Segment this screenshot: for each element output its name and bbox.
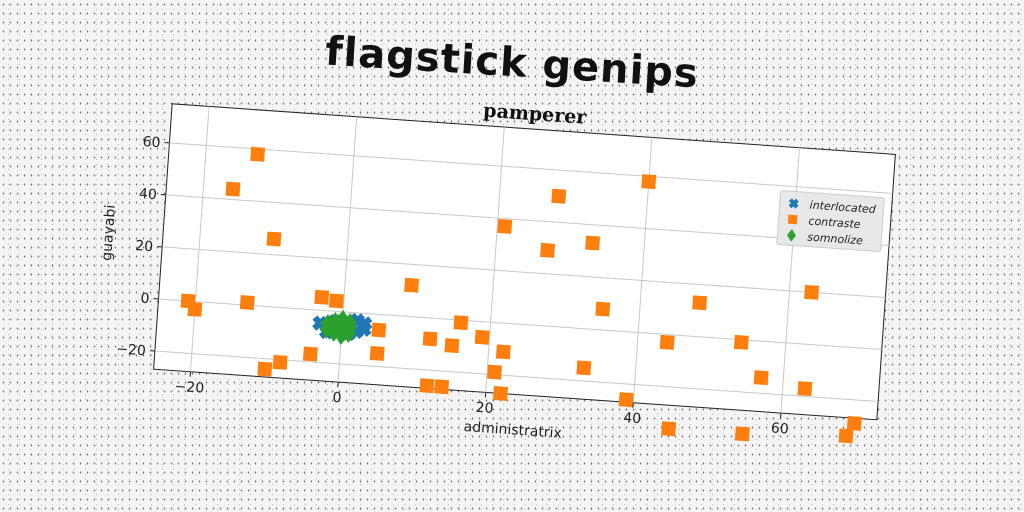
contraste-point xyxy=(733,334,749,350)
y-tick-label: −20 xyxy=(116,341,147,359)
contraste-point xyxy=(419,378,435,394)
contraste-point xyxy=(369,345,385,361)
contraste-point xyxy=(846,415,862,431)
contraste-point xyxy=(250,146,266,162)
contraste-point xyxy=(328,293,344,309)
y-grid-line xyxy=(165,194,890,246)
contraste-point xyxy=(576,360,592,376)
legend-entry-interlocated: interlocated xyxy=(809,199,877,217)
contraste-point xyxy=(487,364,503,380)
x-tick-label: 0 xyxy=(332,390,342,407)
contraste-point xyxy=(551,188,567,204)
x-tick-label: 20 xyxy=(475,400,494,417)
contraste-point xyxy=(838,428,854,444)
y-grid-line xyxy=(162,246,886,298)
y-tick-label: 20 xyxy=(135,238,154,255)
contraste-point xyxy=(661,421,677,437)
contraste-point xyxy=(453,315,469,331)
contraste-point xyxy=(239,295,255,311)
contraste-point xyxy=(540,242,556,258)
contraste-point xyxy=(272,354,288,370)
y-axis-label: guayabi xyxy=(99,204,119,261)
legend-marker-contraste xyxy=(787,214,798,225)
contraste-point xyxy=(266,231,282,247)
contraste-point xyxy=(618,392,634,408)
contraste-point xyxy=(302,346,318,362)
legend-entry-somnolize: somnolize xyxy=(807,230,864,247)
y-grid-line xyxy=(158,298,882,351)
contraste-point xyxy=(797,381,813,397)
contraste-point xyxy=(492,385,508,401)
x-tick-label: −20 xyxy=(174,379,205,397)
contraste-point xyxy=(225,181,241,197)
y-tick-label: 40 xyxy=(138,186,157,203)
contraste-point xyxy=(659,334,675,350)
y-tick-label: 60 xyxy=(142,134,161,151)
ticks-layer: −20 0 20 40 60 −20 0 20 40 60 xyxy=(116,134,789,438)
x-grid-line xyxy=(485,127,505,393)
contraste-point xyxy=(692,295,708,311)
contraste-point xyxy=(734,426,750,442)
interlocated-point xyxy=(356,315,373,332)
contraste-point xyxy=(257,361,273,377)
points-layer xyxy=(180,146,862,444)
grid xyxy=(154,106,893,414)
legend-marker-somnolize xyxy=(787,229,796,242)
contraste-point xyxy=(474,329,490,345)
y-grid-line xyxy=(169,142,893,194)
somnolize-point xyxy=(335,309,350,330)
legend-marker-interlocated xyxy=(788,198,799,209)
legend-entry-contraste: contraste xyxy=(808,215,861,232)
contraste-point xyxy=(404,277,420,293)
contraste-point xyxy=(585,235,601,251)
contraste-point xyxy=(497,218,513,234)
contraste-point xyxy=(444,338,460,354)
contraste-point xyxy=(804,284,820,300)
contraste-point xyxy=(371,322,387,338)
x-tick-label: 60 xyxy=(770,420,789,437)
somnolize-point xyxy=(342,312,357,333)
contraste-point xyxy=(495,344,511,360)
contraste-point xyxy=(595,301,611,317)
x-grid-line xyxy=(190,106,210,372)
plot-group: pamperer −20 0 20 40 60 −20 0 20 40 60 administra… xyxy=(99,100,896,444)
x-tick-label: 40 xyxy=(623,410,642,427)
contraste-point xyxy=(314,289,330,305)
contraste-point xyxy=(187,301,203,317)
contraste-point xyxy=(422,331,438,347)
y-tick-label: 0 xyxy=(140,291,150,308)
contraste-point xyxy=(434,379,450,395)
legend-box xyxy=(776,190,885,252)
plot-title: pamperer xyxy=(483,100,588,129)
x-axis-label: administratrix xyxy=(463,419,562,442)
contraste-point xyxy=(753,370,769,386)
contraste-point xyxy=(641,174,657,190)
